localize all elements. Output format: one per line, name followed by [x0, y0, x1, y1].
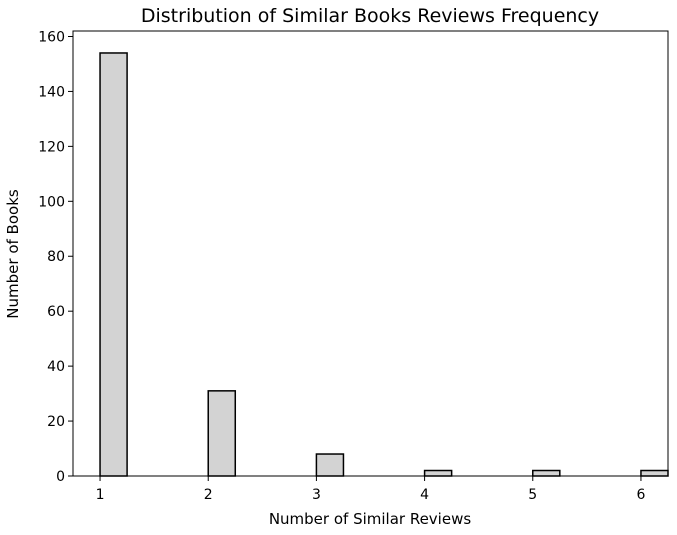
x-axis: 1 2 3 4 5 6: [96, 476, 645, 503]
y-tick-label-100: 100: [38, 194, 65, 210]
bars-group: [99, 52, 669, 477]
chart-title: Distribution of Similar Books Reviews Fr…: [141, 5, 599, 27]
bar-1: [99, 52, 128, 477]
x-tick-label-4: 4: [420, 487, 429, 503]
plot-frame: [72, 30, 669, 477]
y-axis: 0 20 40 60 80 100 120 140 160: [38, 29, 73, 485]
bar-6: [640, 469, 669, 477]
x-tick-label-5: 5: [528, 487, 537, 503]
y-tick-label-120: 120: [38, 139, 65, 155]
y-tick-label-20: 20: [47, 414, 65, 430]
y-tick-label-80: 80: [47, 249, 65, 265]
y-tick-label-160: 160: [38, 29, 65, 45]
x-tick-label-3: 3: [312, 487, 321, 503]
bar-3: [315, 453, 345, 477]
x-tick-label-6: 6: [636, 487, 645, 503]
y-axis-label: Number of Books: [4, 189, 22, 319]
x-axis-label: Number of Similar Reviews: [269, 510, 472, 528]
y-tick-label-140: 140: [38, 84, 65, 100]
bar-4: [423, 469, 453, 477]
x-tick-label-1: 1: [96, 487, 105, 503]
y-tick-label-40: 40: [47, 359, 65, 375]
y-tick-label-60: 60: [47, 304, 65, 320]
bar-5: [532, 469, 561, 477]
x-tick-label-2: 2: [204, 487, 213, 503]
y-tick-label-0: 0: [56, 469, 65, 485]
bar-2: [207, 390, 237, 477]
